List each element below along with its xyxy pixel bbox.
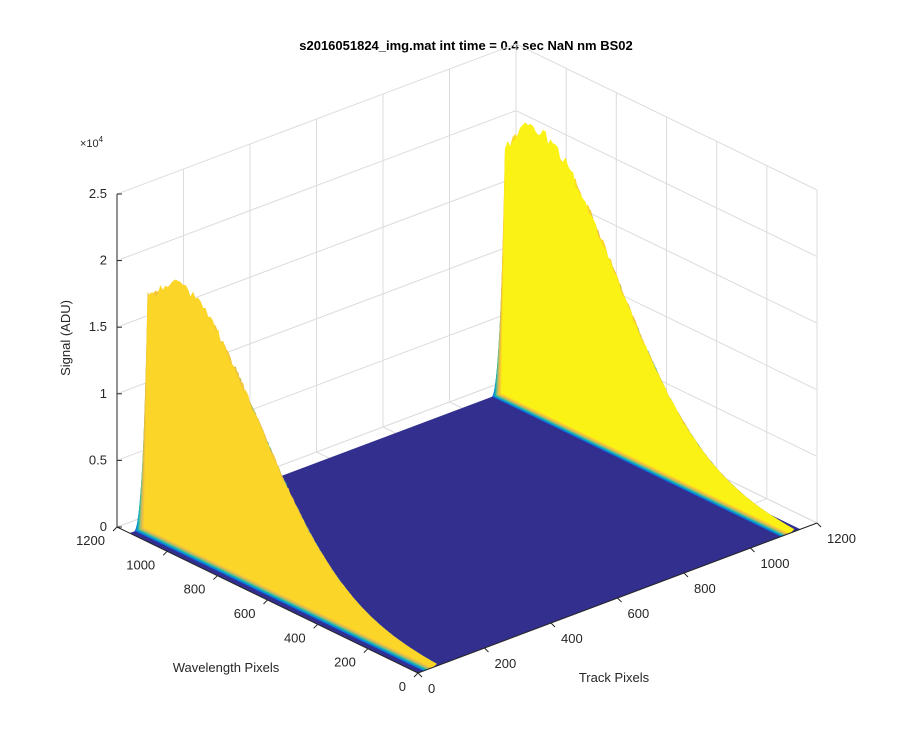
grid-line bbox=[116, 110, 818, 262]
x-tick-mark bbox=[550, 622, 556, 628]
z-exponent-base: ×10 bbox=[80, 138, 99, 150]
y-tick-label: 600 bbox=[234, 606, 256, 621]
y-tick-mark bbox=[263, 599, 268, 605]
x-tick-label: 800 bbox=[694, 581, 716, 596]
surface-plot bbox=[129, 122, 801, 673]
y-tick-label: 200 bbox=[334, 655, 356, 670]
chart-title: s2016051824_img.mat int time = 0.4 sec N… bbox=[299, 38, 633, 53]
x-tick-mark bbox=[484, 647, 489, 653]
y-tick-label: 1200 bbox=[76, 533, 105, 548]
x-tick-label: 400 bbox=[561, 631, 583, 646]
z-tick-label: 1.5 bbox=[89, 319, 107, 334]
grid-line bbox=[116, 176, 818, 328]
z-axis-label: Signal (ADU) bbox=[58, 300, 73, 376]
x-tick-label: 0 bbox=[428, 681, 435, 696]
y-axis-label: Wavelength Pixels bbox=[173, 660, 280, 675]
surface-band-layer bbox=[501, 122, 795, 534]
x-tick-mark bbox=[683, 572, 689, 578]
z-tick-label: 0 bbox=[100, 519, 107, 534]
y-tick-label: 800 bbox=[184, 582, 206, 597]
y-tick-label: 1000 bbox=[126, 557, 155, 572]
x-tick-label: 1200 bbox=[827, 531, 856, 546]
z-tick-label: 0.5 bbox=[89, 452, 107, 467]
y-tick-mark bbox=[363, 648, 369, 654]
y-tick-label: 400 bbox=[284, 630, 306, 645]
axes bbox=[112, 193, 822, 678]
z-tick-label: 2.5 bbox=[89, 186, 107, 201]
x-tick-mark bbox=[617, 597, 622, 603]
x-axis-label: Track Pixels bbox=[579, 670, 650, 685]
x-tick-mark bbox=[417, 672, 423, 678]
x-tick-label: 1000 bbox=[761, 556, 790, 571]
y-tick-mark bbox=[212, 575, 218, 581]
y-tick-mark bbox=[313, 623, 319, 629]
y-tick-mark bbox=[162, 550, 168, 556]
y-tick-mark bbox=[112, 526, 118, 532]
x-tick-label: 600 bbox=[628, 606, 650, 621]
y-tick-mark bbox=[413, 672, 419, 678]
z-tick-label: 1 bbox=[100, 386, 107, 401]
z-exponent-power: 4 bbox=[99, 135, 104, 144]
surface-band-layer bbox=[143, 279, 437, 668]
x-tick-mark bbox=[750, 547, 755, 553]
tick-labels: 0200400600800100012000200400600800100012… bbox=[76, 186, 856, 696]
y-tick-label: 0 bbox=[399, 679, 406, 694]
x-tick-mark bbox=[816, 522, 822, 528]
x-tick-label: 200 bbox=[495, 656, 517, 671]
z-exponent-label: ×104 bbox=[80, 135, 104, 150]
z-tick-label: 2 bbox=[100, 253, 107, 268]
grid-line bbox=[116, 43, 818, 195]
